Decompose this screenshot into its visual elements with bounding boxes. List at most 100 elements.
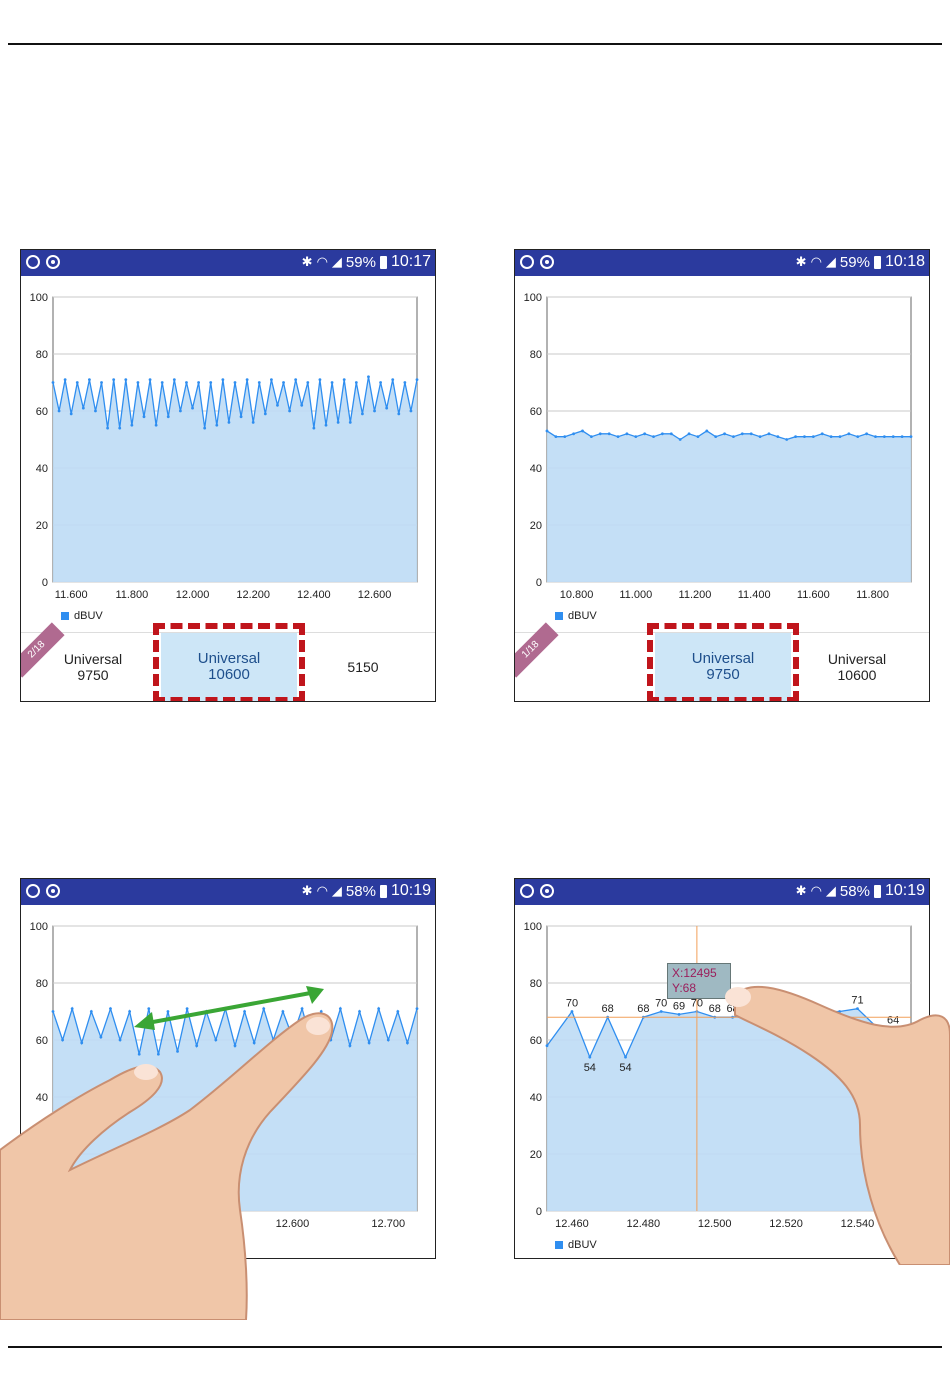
x-tick-label: 11.600	[797, 589, 830, 601]
data-point	[361, 412, 364, 416]
data-point	[900, 435, 904, 439]
tab-universal-10600[interactable]: Universal 10600	[807, 633, 907, 701]
data-point	[156, 1052, 160, 1056]
data-point	[588, 1055, 592, 1059]
data-point	[176, 1050, 179, 1053]
data-point	[348, 1044, 352, 1048]
data-label: 68	[709, 1003, 721, 1015]
signal-chart[interactable]: 0 20 40 60 80 100 10.800 11.000 11.200 11.400 11.6…	[515, 276, 930, 606]
data-label: 69	[673, 1000, 685, 1012]
tab-universal-10600-selected[interactable]: Universal 10600	[161, 633, 297, 701]
data-point	[634, 435, 638, 439]
data-point	[251, 421, 255, 424]
series-area	[547, 430, 911, 582]
tab-5150[interactable]: 5150	[313, 633, 413, 701]
signal-icon: ◢	[331, 883, 342, 898]
data-point	[263, 412, 267, 416]
screenshot-4: ✱ ◠ ◢ 58% 10:19 0 20 40 60 80 100 12.460 12.480…	[514, 878, 930, 1259]
y-tick-label: 100	[524, 292, 542, 304]
data-point	[598, 432, 602, 436]
data-point	[245, 378, 249, 382]
data-point	[661, 432, 664, 436]
selection-highlight	[647, 623, 799, 701]
data-point	[270, 378, 273, 382]
tap-gesture-hand	[725, 985, 950, 1265]
data-point	[838, 435, 842, 439]
x-tick-label: 12.520	[769, 1218, 803, 1230]
data-point	[197, 381, 201, 384]
data-point	[81, 406, 85, 410]
data-point	[154, 423, 158, 427]
page-indicator: 1/18	[515, 622, 559, 678]
data-point	[373, 409, 376, 413]
data-point	[136, 381, 140, 384]
sync-icon	[540, 884, 554, 898]
data-point	[306, 381, 310, 384]
data-point	[391, 378, 395, 382]
data-point	[112, 378, 116, 382]
fingernail	[306, 1017, 330, 1035]
data-point	[767, 432, 771, 436]
signal-chart[interactable]: 0 20 40 60 80 100 11.600 11.800 12.000 12.200 12.4…	[21, 276, 436, 606]
data-point	[406, 1041, 409, 1045]
data-point	[172, 378, 176, 382]
x-tick-label: 12.540	[841, 1218, 875, 1230]
x-tick-label: 11.000	[619, 589, 652, 601]
data-point	[70, 1007, 74, 1011]
y-tick-label: 40	[530, 463, 542, 475]
data-point	[625, 432, 629, 436]
data-label: 70	[655, 998, 667, 1010]
data-point	[776, 435, 780, 439]
sync-icon	[46, 255, 60, 269]
data-point	[803, 435, 806, 439]
data-point	[348, 421, 352, 424]
battery-icon	[379, 255, 387, 269]
signal-icon: ◢	[825, 254, 836, 269]
data-point	[856, 1007, 859, 1011]
data-point	[61, 1038, 64, 1042]
screenshot-1: ✱ ◠ ◢ 59% 10:17 0 20 40 60 80 100 11.600 11.800…	[20, 249, 436, 702]
tab-universal-9750-selected[interactable]: Universal 9750	[655, 633, 791, 701]
data-point	[678, 438, 682, 441]
data-point	[677, 1012, 681, 1016]
whatsapp-icon	[520, 884, 534, 898]
legend-swatch	[555, 1241, 563, 1249]
data-point	[233, 381, 237, 384]
data-point	[319, 1010, 323, 1013]
wifi-icon: ◠	[316, 883, 328, 898]
y-tick-label: 60	[36, 406, 48, 418]
bluetooth-icon: ✱	[795, 254, 807, 269]
data-point	[379, 381, 382, 384]
battery-percent: 58%	[345, 882, 376, 900]
y-tick-label: 80	[530, 978, 542, 990]
selection-highlight	[153, 623, 305, 701]
tab-label: Universal	[827, 651, 887, 667]
screenshot-2: ✱ ◠ ◢ 59% 10:18 0 20 40 60 80 100 10.800 11.000…	[514, 249, 930, 702]
data-point	[300, 1007, 304, 1011]
tab-universal-9750[interactable]: Universal 9750	[43, 633, 143, 701]
tooltip-x: X:12495	[672, 966, 717, 980]
data-point	[572, 432, 576, 436]
y-tick-label: 40	[36, 1092, 48, 1104]
x-tick-label: 12.600	[276, 1218, 310, 1230]
data-point	[215, 423, 219, 427]
data-point	[415, 1007, 419, 1011]
x-tick-label: 11.400	[738, 589, 771, 601]
data-point	[118, 1038, 122, 1042]
tab-label: 9750	[77, 667, 109, 683]
x-tick-label: 11.800	[115, 589, 148, 601]
data-point	[570, 1010, 574, 1013]
status-bar: ✱ ◠ ◢ 58% 10:19	[21, 879, 435, 905]
data-point	[233, 1044, 237, 1048]
data-point	[179, 409, 182, 413]
data-point	[69, 412, 73, 416]
tab-label: 5150	[347, 659, 379, 675]
data-point	[63, 378, 67, 382]
clock: 10:19	[884, 882, 925, 899]
data-point	[318, 378, 322, 382]
legend-label: dBUV	[568, 1239, 597, 1251]
legend-swatch	[555, 612, 563, 620]
wifi-icon: ◠	[810, 883, 822, 898]
data-point	[714, 435, 718, 439]
data-point	[354, 381, 358, 384]
